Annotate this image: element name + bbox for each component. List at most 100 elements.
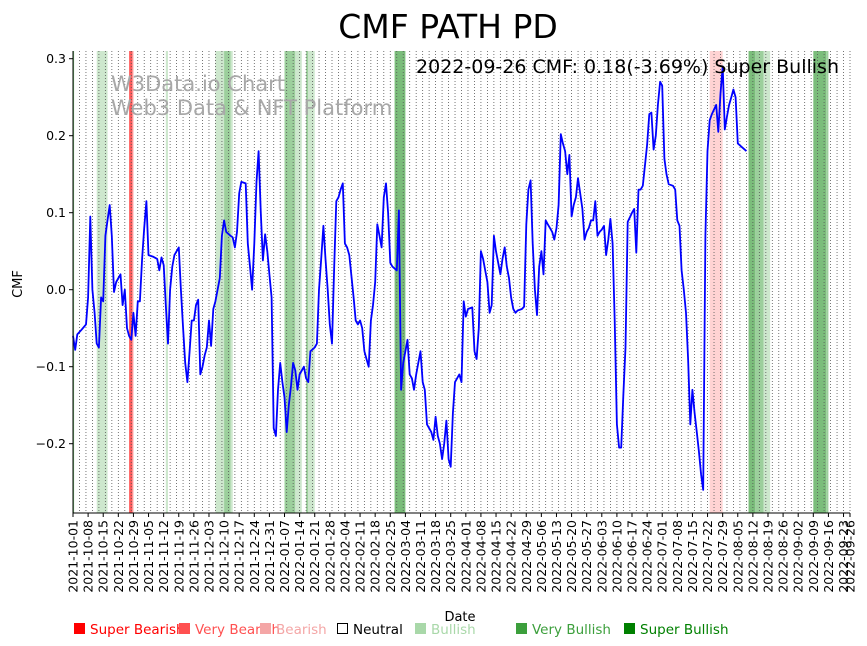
region-8 [284,51,296,513]
x-tick-label-45: 2022-08-12 [745,520,760,593]
chart-title: CMF PATH PD [338,7,558,46]
x-tick-label-15: 2022-01-14 [292,520,307,593]
legend-swatch-1 [179,623,190,634]
x-tick-label-41: 2022-07-15 [685,520,700,593]
x-tick-label-7: 2021-11-19 [171,520,186,593]
legend-label-5: Very Bullish [532,622,611,638]
x-tick-label-33: 2022-05-20 [564,520,579,593]
legend-swatch-6 [624,623,635,634]
x-tick-label-35: 2022-06-03 [594,520,609,593]
region-2 [129,51,133,513]
status-text: 2022-09-26 CMF: 0.18(-3.69%) Super Bulli… [416,56,839,78]
legend-swatch-3 [337,623,348,634]
x-tick-label-47: 2022-08-26 [776,520,791,593]
legend-swatch-0 [74,623,85,634]
x-tick-label-46: 2022-08-19 [761,520,776,593]
y-axis-label: CMF [11,270,26,298]
x-tick-label-2: 2021-10-15 [96,520,111,593]
x-tick-label-49: 2022-09-09 [806,520,821,593]
x-tick-label-13: 2021-12-31 [262,520,277,593]
region-16 [763,51,771,513]
x-tick-label-42: 2022-07-22 [700,520,715,593]
legend-swatch-5 [516,623,527,634]
y-tick-label-5: 0.3 [46,51,66,66]
region-4 [165,51,168,513]
x-tick-label-12: 2021-12-24 [247,520,262,593]
x-tick-label-6: 2021-11-12 [156,520,171,593]
region-17 [813,51,827,513]
x-tick-label-27: 2022-04-08 [473,520,488,593]
x-tick-label-51: 2022-09-23 [836,520,851,593]
cmf-line [72,65,747,491]
x-tick-label-14: 2022-01-07 [277,520,292,593]
x-tick-label-52: 2022-09-26 [843,520,858,593]
x-tick-label-48: 2022-09-02 [791,520,806,593]
x-tick-label-3: 2021-10-22 [111,520,126,593]
region-10 [306,51,309,513]
region-3 [132,51,134,513]
x-tick-label-25: 2022-03-25 [443,520,458,593]
x-tick-label-24: 2022-03-18 [428,520,443,593]
x-tick-label-17: 2022-01-28 [322,520,337,593]
x-tick-label-21: 2022-02-25 [383,520,398,593]
legend-label-4: Bullish [431,622,476,638]
axes [72,51,850,514]
x-tick-label-40: 2022-07-08 [670,520,685,593]
region-0 [73,51,75,513]
region-9 [295,51,302,513]
watermark-line-1: Web3 Data & NFT Platform [111,96,392,120]
x-ticks: 2021-10-01 2021-10-08 2021-10-15 2021-10-22… [66,513,858,593]
region-1 [96,51,108,513]
x-tick-label-1: 2021-10-08 [81,520,96,593]
y-ticks: −0.2 −0.1 0.0 0.1 0.2 0.3 [36,51,73,451]
x-tick-label-30: 2022-04-29 [519,520,534,593]
legend-swatch-2 [260,623,271,634]
regime-regions [73,51,829,513]
x-tick-label-36: 2022-06-10 [609,520,624,593]
x-tick-label-50: 2022-09-16 [821,520,836,593]
x-tick-label-37: 2022-06-17 [625,520,640,593]
region-14 [748,51,756,513]
legend-swatch-4 [415,623,426,634]
legend-label-0: Super Bearish [90,622,185,638]
x-tick-label-10: 2021-12-10 [217,520,232,593]
date-gridlines [72,51,851,513]
region-6 [224,51,231,513]
x-tick-label-43: 2022-07-29 [715,520,730,593]
y-tick-label-0: −0.2 [36,436,66,451]
x-tick-label-5: 2021-11-05 [141,520,156,593]
region-18 [826,51,829,513]
legend-label-6: Super Bullish [640,622,729,638]
y-tick-label-2: 0.0 [46,282,66,297]
x-tick-label-9: 2021-12-03 [202,520,217,593]
watermark-line-0: W3Data.io Chart [111,72,285,96]
x-tick-label-32: 2022-05-13 [549,520,564,593]
legend-label-1: Very Bearish [195,622,280,638]
x-tick-label-8: 2021-11-26 [186,520,201,593]
x-tick-label-18: 2022-02-04 [337,520,352,593]
x-tick-label-20: 2022-02-18 [368,520,383,593]
x-tick-label-28: 2022-04-15 [489,520,504,593]
x-tick-label-22: 2022-03-04 [398,520,413,593]
x-tick-label-0: 2021-10-01 [66,520,81,593]
x-tick-label-26: 2022-04-01 [458,520,473,593]
x-tick-label-11: 2021-12-17 [232,520,247,593]
x-tick-label-44: 2022-08-05 [730,520,745,593]
y-tick-label-4: 0.2 [46,128,66,143]
x-tick-label-31: 2022-05-06 [534,520,549,593]
region-11 [308,51,315,513]
x-tick-label-16: 2022-01-21 [307,520,322,593]
legend-label-3: Neutral [353,622,403,638]
x-tick-label-34: 2022-05-27 [579,520,594,593]
x-tick-label-39: 2022-07-01 [655,520,670,593]
region-13 [709,51,723,513]
x-axis-label: Date [444,610,475,625]
x-tick-label-4: 2021-10-29 [126,520,141,593]
x-tick-label-23: 2022-03-11 [413,520,428,593]
region-7 [230,51,233,513]
x-tick-label-29: 2022-04-22 [504,520,519,593]
x-tick-label-19: 2022-02-11 [353,520,368,593]
